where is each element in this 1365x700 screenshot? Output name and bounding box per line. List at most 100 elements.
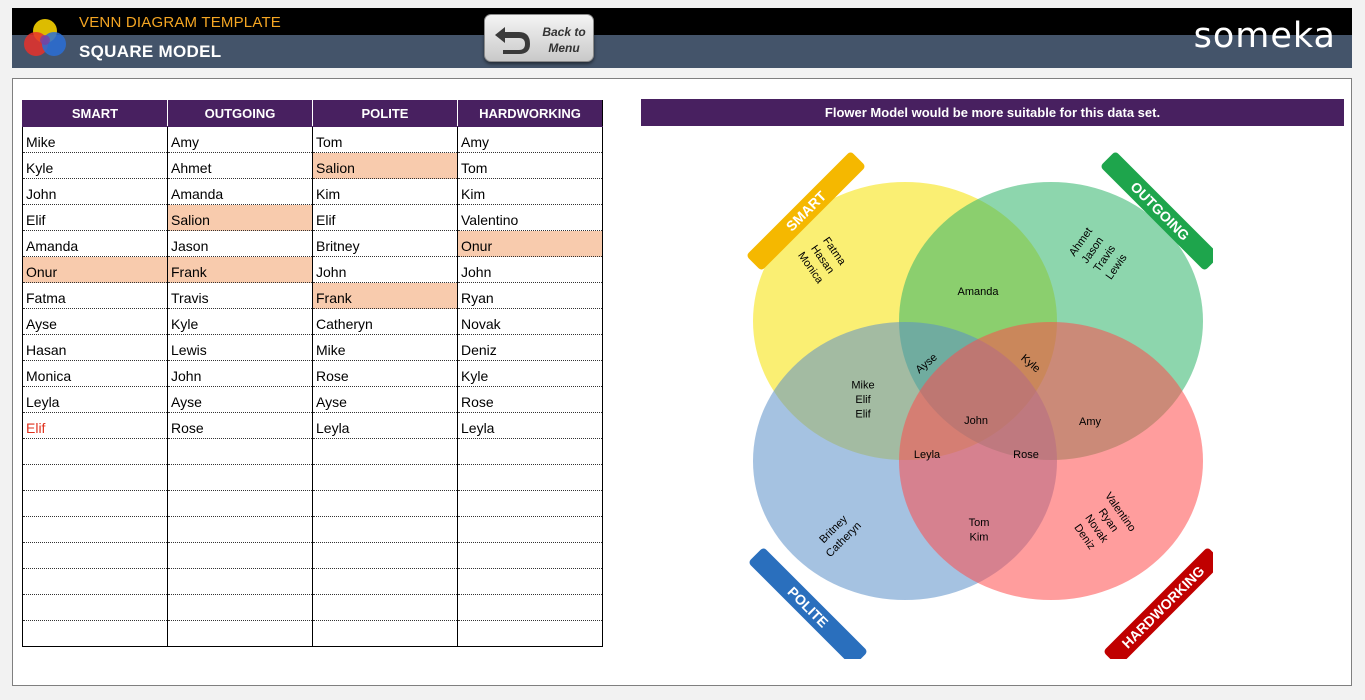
table-cell[interactable] [312,464,458,491]
table-cell[interactable]: Ryan [457,282,603,309]
table-cell[interactable] [312,516,458,543]
table-row [22,568,603,595]
table-cell[interactable]: Lewis [167,334,313,361]
table-cell[interactable]: John [457,256,603,283]
table-cell[interactable]: Leyla [457,412,603,439]
table-cell[interactable]: Salion [312,152,458,179]
venn-region-all: John [964,415,988,427]
table-cell[interactable]: Elif [312,204,458,231]
venn-region-outgoing-polite-hardworking: Rose [1013,449,1039,461]
table-cell[interactable] [312,490,458,517]
table-cell[interactable]: Deniz [457,334,603,361]
table-cell[interactable]: Kim [457,178,603,205]
table-cell[interactable] [167,516,313,543]
table-cell[interactable]: Rose [457,386,603,413]
table-cell[interactable] [457,568,603,595]
table-cell[interactable] [22,594,168,621]
table-cell[interactable] [22,620,168,647]
table-cell[interactable]: Tom [312,126,458,153]
table-cell[interactable]: Frank [167,256,313,283]
table-cell[interactable] [22,490,168,517]
table-cell[interactable] [167,490,313,517]
table-cell[interactable]: John [167,360,313,387]
table-cell[interactable]: Rose [167,412,313,439]
table-row: Amanda Jason Britney Onur [22,230,603,257]
venn-region-outgoing-hardworking: Amy [1079,416,1102,428]
table-cell[interactable] [312,438,458,465]
table-cell[interactable] [312,620,458,647]
table-cell[interactable]: Ayse [167,386,313,413]
table-cell[interactable]: Frank [312,282,458,309]
table-cell[interactable]: Ayse [312,386,458,413]
table-cell[interactable] [457,620,603,647]
table-cell[interactable] [312,568,458,595]
table-row [22,490,603,517]
table-cell[interactable]: Travis [167,282,313,309]
table-cell[interactable] [167,542,313,569]
table-cell[interactable] [167,438,313,465]
back-to-menu-button[interactable]: Back to Menu [484,14,594,62]
table-cell[interactable]: Hasan [22,334,168,361]
venn-region-polite-hardworking: Tom Kim [969,517,990,544]
header-top-bar [12,8,1352,35]
table-cell[interactable]: Tom [457,152,603,179]
table-cell[interactable]: Elif [22,412,168,439]
column-header-outgoing: OUTGOING [167,100,313,127]
table-cell[interactable] [22,542,168,569]
table-cell[interactable] [457,542,603,569]
table-cell[interactable]: Catheryn [312,308,458,335]
table-cell[interactable]: Kim [312,178,458,205]
table-cell[interactable] [312,542,458,569]
table-cell[interactable] [167,620,313,647]
table-cell[interactable]: Ayse [22,308,168,335]
table-cell[interactable]: Salion [167,204,313,231]
table-cell[interactable]: Mike [22,126,168,153]
table-cell[interactable]: John [312,256,458,283]
table-cell[interactable]: Onur [457,230,603,257]
venn-region-name: Elif [855,409,871,421]
table-cell[interactable]: Kyle [457,360,603,387]
table-cell[interactable] [457,516,603,543]
table-cell[interactable]: Kyle [22,152,168,179]
table-cell[interactable]: Britney [312,230,458,257]
table-cell[interactable]: Mike [312,334,458,361]
table-cell[interactable] [167,594,313,621]
table-cell[interactable]: Amy [457,126,603,153]
table-cell[interactable]: Amanda [22,230,168,257]
table-cell[interactable] [22,516,168,543]
table-cell[interactable] [457,464,603,491]
table-cell[interactable]: Leyla [22,386,168,413]
table-cell[interactable]: Ahmet [167,152,313,179]
page-title: SQUARE MODEL [79,42,222,61]
table-cell[interactable]: Valentino [457,204,603,231]
table-cell[interactable] [457,594,603,621]
table-cell[interactable]: Jason [167,230,313,257]
table-cell[interactable]: Onur [22,256,168,283]
table-cell[interactable]: Elif [22,204,168,231]
table-row: Ayse Kyle Catheryn Novak [22,308,603,335]
table-cell[interactable] [312,594,458,621]
table-cell[interactable]: Kyle [167,308,313,335]
table-cell[interactable] [167,568,313,595]
table-row: Monica John Rose Kyle [22,360,603,387]
table-row [22,594,603,621]
table-row: Kyle Ahmet Salion Tom [22,152,603,179]
table-cell[interactable] [22,464,168,491]
venn-region-name: Amanda [958,286,1000,298]
table-cell[interactable]: Amy [167,126,313,153]
table-cell[interactable]: Rose [312,360,458,387]
table-cell[interactable]: Fatma [22,282,168,309]
venn-region-name: John [964,415,988,427]
table-cell[interactable]: John [22,178,168,205]
table-cell[interactable] [22,568,168,595]
table-cell[interactable] [167,464,313,491]
table-cell[interactable] [457,438,603,465]
table-cell[interactable]: Leyla [312,412,458,439]
venn-circle-hardworking [899,322,1203,600]
table-cell[interactable] [22,438,168,465]
table-cell[interactable]: Amanda [167,178,313,205]
table-cell[interactable]: Novak [457,308,603,335]
table-cell[interactable]: Monica [22,360,168,387]
venn-region-name: Elif [855,394,871,406]
table-cell[interactable] [457,490,603,517]
